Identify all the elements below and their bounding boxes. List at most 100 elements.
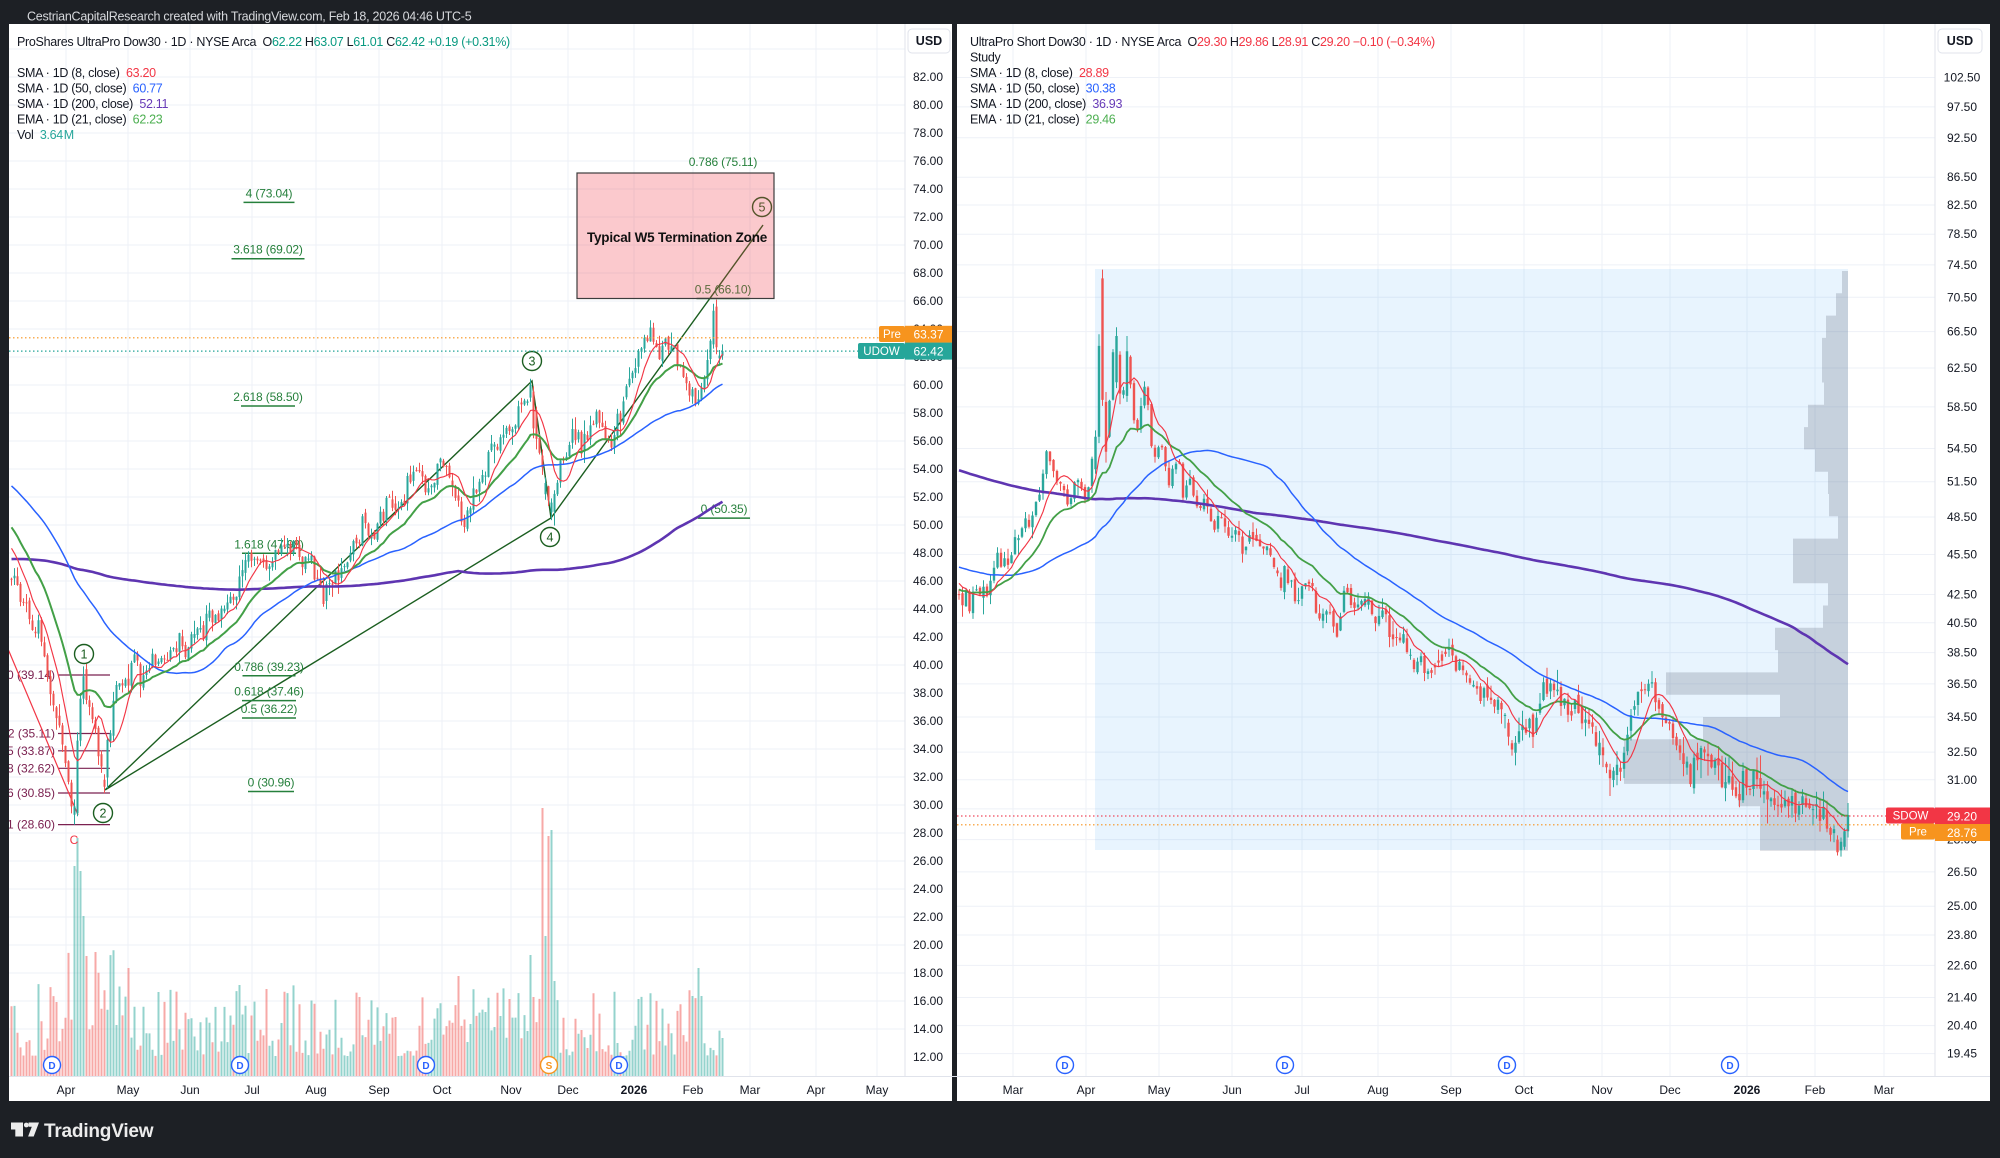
svg-text:26.00: 26.00 <box>913 854 943 868</box>
svg-text:Feb: Feb <box>1805 1083 1826 1097</box>
svg-text:0 (50.35): 0 (50.35) <box>701 502 748 516</box>
svg-text:44.00: 44.00 <box>913 602 943 616</box>
svg-text:36.00: 36.00 <box>913 714 943 728</box>
svg-text:1: 1 <box>81 648 88 662</box>
svg-text:25.00: 25.00 <box>1947 899 1977 913</box>
svg-text:Nov: Nov <box>500 1083 521 1097</box>
svg-text:92.50: 92.50 <box>1947 131 1977 145</box>
svg-text:Oct: Oct <box>1515 1083 1534 1097</box>
svg-text:S: S <box>546 1061 553 1072</box>
svg-text:Dec: Dec <box>557 1083 578 1097</box>
svg-text:Typical W5 Termination Zone: Typical W5 Termination Zone <box>587 230 768 245</box>
svg-text:0.618 (37.46): 0.618 (37.46) <box>234 685 304 699</box>
svg-text:36.50: 36.50 <box>1947 677 1977 691</box>
svg-text:UltraPro Short Dow30 · 1D · NY: UltraPro Short Dow30 · 1D · NYSE Arca O2… <box>970 35 1435 49</box>
svg-text:48.50: 48.50 <box>1947 510 1977 524</box>
svg-text:May: May <box>866 1083 889 1097</box>
svg-text:42.00: 42.00 <box>913 630 943 644</box>
svg-text:76.00: 76.00 <box>913 154 943 168</box>
svg-text:0.786 (39.23): 0.786 (39.23) <box>234 660 304 674</box>
svg-text:4 (73.04): 4 (73.04) <box>246 186 293 200</box>
svg-text:0.382 (35.11): 0.382 (35.11) <box>0 727 55 741</box>
svg-text:Pre: Pre <box>883 329 901 341</box>
svg-text:ProShares UltraPro Dow30 · 1D: ProShares UltraPro Dow30 · 1D · NYSE Arc… <box>17 35 510 49</box>
svg-text:102.50: 102.50 <box>1944 71 1981 85</box>
svg-text:SMA · 1D (8, close) 63.20: SMA · 1D (8, close) 63.20 <box>17 66 156 80</box>
svg-text:3: 3 <box>529 355 536 369</box>
svg-text:20.00: 20.00 <box>913 938 943 952</box>
svg-text:62.42: 62.42 <box>913 344 943 358</box>
svg-text:20.40: 20.40 <box>1947 1019 1977 1033</box>
svg-text:Apr: Apr <box>807 1083 826 1097</box>
svg-text:SMA · 1D (8, close) 28.89: SMA · 1D (8, close) 28.89 <box>970 66 1109 80</box>
svg-text:82.00: 82.00 <box>913 70 943 84</box>
svg-text:EMA · 1D (21, close) 62.23: EMA · 1D (21, close) 62.23 <box>17 113 163 127</box>
svg-text:2026: 2026 <box>1734 1083 1761 1097</box>
svg-text:0.5 (36.22): 0.5 (36.22) <box>241 702 298 716</box>
svg-text:SMA · 1D (50, close) 30.38: SMA · 1D (50, close) 30.38 <box>970 82 1116 96</box>
svg-text:14.00: 14.00 <box>913 1022 943 1036</box>
svg-text:UDOW: UDOW <box>863 346 900 358</box>
svg-text:3.618 (69.02): 3.618 (69.02) <box>233 243 303 257</box>
svg-text:SMA · 1D (200, close) 52.11: SMA · 1D (200, close) 52.11 <box>17 97 169 111</box>
svg-text:38.00: 38.00 <box>913 686 943 700</box>
svg-text:Dec: Dec <box>1659 1083 1680 1097</box>
svg-text:1.618 (47.98): 1.618 (47.98) <box>234 537 304 551</box>
svg-text:28.76: 28.76 <box>1947 826 1977 840</box>
svg-text:74.50: 74.50 <box>1947 258 1977 272</box>
svg-text:0.5 (66.10): 0.5 (66.10) <box>695 283 752 297</box>
svg-text:Sep: Sep <box>1440 1083 1462 1097</box>
svg-text:38.50: 38.50 <box>1947 646 1977 660</box>
svg-text:18.00: 18.00 <box>913 966 943 980</box>
svg-text:51.50: 51.50 <box>1947 475 1977 489</box>
svg-text:66.50: 66.50 <box>1947 325 1977 339</box>
svg-text:D: D <box>615 1061 622 1072</box>
svg-text:60.00: 60.00 <box>913 378 943 392</box>
svg-text:Feb: Feb <box>683 1083 704 1097</box>
svg-text:21.40: 21.40 <box>1947 991 1977 1005</box>
svg-text:D: D <box>422 1061 429 1072</box>
svg-text:Mar: Mar <box>740 1083 761 1097</box>
svg-text:63.37: 63.37 <box>913 328 943 342</box>
svg-text:Vol 3.64 M: Vol 3.64 M <box>17 128 74 142</box>
svg-text:D: D <box>1061 1061 1068 1072</box>
svg-text:40.50: 40.50 <box>1947 616 1977 630</box>
svg-text:34.50: 34.50 <box>1947 710 1977 724</box>
svg-text:32.50: 32.50 <box>1947 745 1977 759</box>
svg-text:0.5 (33.87): 0.5 (33.87) <box>0 744 55 758</box>
svg-text:EMA · 1D (21, close) 29.46: EMA · 1D (21, close) 29.46 <box>970 113 1116 127</box>
svg-text:Jul: Jul <box>1294 1083 1309 1097</box>
svg-text:Study: Study <box>970 51 1002 65</box>
svg-text:22.00: 22.00 <box>913 910 943 924</box>
svg-text:62.50: 62.50 <box>1947 361 1977 375</box>
svg-text:Pre: Pre <box>1909 827 1927 839</box>
svg-text:D: D <box>48 1061 55 1072</box>
svg-text:4: 4 <box>547 531 554 545</box>
svg-text:D: D <box>236 1061 243 1072</box>
svg-text:86.50: 86.50 <box>1947 170 1977 184</box>
svg-text:26.50: 26.50 <box>1947 865 1977 879</box>
svg-text:28.00: 28.00 <box>913 826 943 840</box>
svg-text:0.786 (75.11): 0.786 (75.11) <box>689 155 758 169</box>
svg-text:Aug: Aug <box>1367 1083 1388 1097</box>
svg-text:12.00: 12.00 <box>913 1050 943 1064</box>
svg-text:82.50: 82.50 <box>1947 198 1977 212</box>
svg-text:70.00: 70.00 <box>913 238 943 252</box>
svg-text:Mar: Mar <box>1874 1083 1895 1097</box>
svg-text:72.00: 72.00 <box>913 210 943 224</box>
svg-text:46.00: 46.00 <box>913 574 943 588</box>
svg-text:SMA · 1D (200, close) 36.93: SMA · 1D (200, close) 36.93 <box>970 97 1122 111</box>
svg-text:45.50: 45.50 <box>1947 548 1977 562</box>
svg-text:2026: 2026 <box>621 1083 648 1097</box>
svg-text:23.80: 23.80 <box>1947 928 1977 942</box>
svg-text:Mar: Mar <box>1003 1083 1024 1097</box>
svg-text:May: May <box>117 1083 140 1097</box>
svg-text:Jul: Jul <box>244 1083 259 1097</box>
svg-text:32.00: 32.00 <box>913 770 943 784</box>
svg-text:31.00: 31.00 <box>1947 773 1977 787</box>
svg-text:D: D <box>1503 1061 1510 1072</box>
svg-text:5: 5 <box>759 201 766 215</box>
svg-text:Oct: Oct <box>433 1083 452 1097</box>
svg-text:May: May <box>1148 1083 1171 1097</box>
svg-text:Sep: Sep <box>368 1083 390 1097</box>
